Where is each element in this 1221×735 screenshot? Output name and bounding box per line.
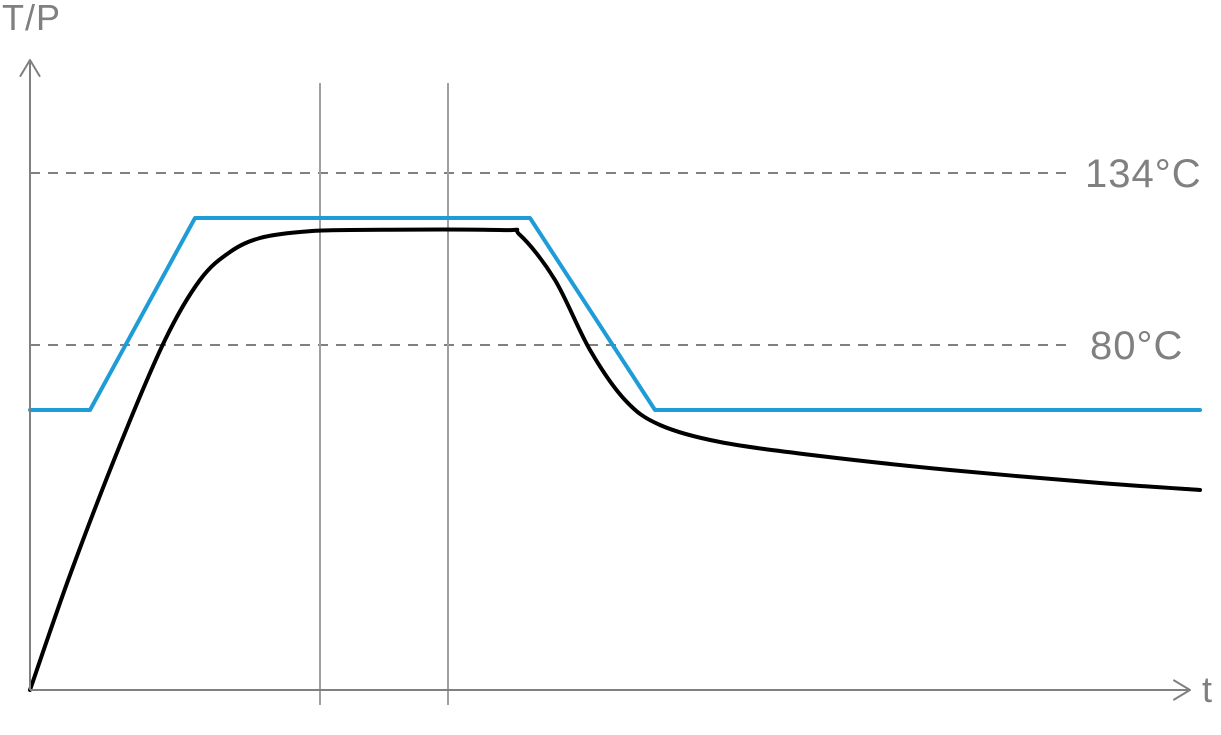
chart-background — [0, 0, 1221, 735]
sterilization-chart: 134°C 80°C T/P t — [0, 0, 1221, 735]
x-axis-label: t — [1202, 669, 1212, 710]
y-axis-label: T/P — [2, 0, 61, 38]
chart-svg: 134°C 80°C T/P t — [0, 0, 1221, 735]
reference-label-1: 80°C — [1090, 324, 1183, 368]
reference-label-0: 134°C — [1085, 152, 1202, 196]
